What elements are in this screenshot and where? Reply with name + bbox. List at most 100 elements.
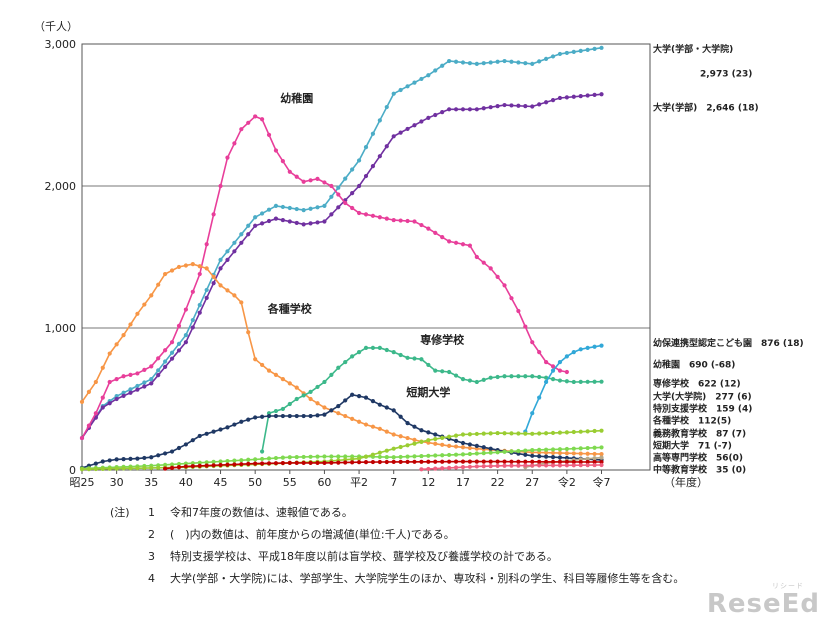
data-point (149, 465, 154, 470)
data-point (370, 164, 376, 169)
data-point (190, 325, 195, 330)
x-axis-label: （年度） (664, 475, 708, 489)
note-number: 2 (148, 528, 155, 541)
data-point (467, 432, 473, 437)
data-point (550, 450, 556, 455)
data-point (350, 460, 355, 465)
data-point (509, 374, 514, 379)
data-point (440, 63, 445, 68)
data-point (557, 378, 563, 383)
data-point (384, 459, 389, 465)
data-point (370, 399, 376, 404)
data-point (169, 356, 175, 361)
data-point (350, 457, 355, 462)
data-point (453, 59, 459, 64)
data-point (253, 415, 258, 420)
data-point (266, 413, 272, 419)
data-point (218, 462, 223, 468)
data-point (142, 465, 147, 471)
data-point (225, 462, 230, 467)
data-point (315, 401, 320, 406)
data-point (523, 459, 528, 464)
data-point (79, 435, 85, 441)
data-point (356, 394, 362, 399)
data-point (495, 463, 500, 469)
data-point (467, 378, 473, 383)
data-point (453, 240, 459, 245)
data-point (93, 466, 98, 472)
data-point (280, 413, 285, 419)
data-point (502, 431, 507, 436)
data-point (543, 379, 549, 385)
data-point (211, 463, 216, 468)
data-point (516, 463, 521, 468)
data-point (232, 141, 237, 146)
data-point (467, 464, 473, 469)
data-point (315, 460, 320, 465)
data-point (578, 429, 583, 434)
data-point (232, 422, 237, 427)
data-point (218, 283, 223, 288)
data-point (266, 207, 272, 212)
data-point (363, 345, 369, 350)
data-point (391, 432, 396, 437)
data-point (107, 351, 112, 356)
data-point (453, 107, 459, 112)
data-point (571, 429, 576, 435)
data-point (384, 405, 389, 410)
data-point (308, 396, 313, 402)
data-point (599, 455, 604, 460)
data-point (391, 350, 396, 355)
end-label: 特別支援学校 159 (4) (653, 403, 752, 415)
data-point (239, 240, 244, 245)
data-point (183, 340, 189, 345)
data-point (301, 208, 306, 213)
data-point (474, 464, 479, 469)
data-point (585, 451, 590, 456)
data-point (294, 385, 299, 390)
data-point (440, 435, 445, 441)
data-point (308, 206, 313, 211)
data-point (564, 95, 569, 100)
data-point (557, 359, 563, 365)
end-label: 各種学校 112(5) (652, 415, 731, 427)
data-point (523, 448, 528, 453)
data-point (253, 461, 258, 466)
data-point (433, 230, 438, 235)
data-point (433, 466, 438, 471)
data-point (239, 419, 244, 424)
data-point (578, 94, 583, 99)
data-point (225, 155, 230, 160)
data-point (405, 459, 410, 464)
data-point (280, 460, 285, 466)
data-point (322, 460, 327, 465)
data-point (315, 220, 320, 225)
data-point (460, 60, 466, 65)
data-point (585, 429, 590, 434)
data-point (550, 364, 556, 369)
series-短期大学 (79, 392, 604, 470)
data-point (197, 271, 202, 277)
data-point (218, 427, 223, 432)
data-point (495, 430, 500, 436)
data-point (308, 221, 313, 226)
data-point (363, 144, 369, 150)
data-point (550, 430, 556, 436)
data-point (405, 421, 410, 426)
data-point (329, 194, 334, 199)
data-point (343, 359, 348, 365)
x-tick-label: 50 (248, 476, 262, 489)
data-point (523, 463, 528, 468)
data-point (440, 442, 445, 447)
data-point (440, 466, 445, 471)
data-point (550, 54, 556, 59)
data-point (343, 398, 348, 403)
data-point (557, 51, 563, 57)
data-point (564, 369, 569, 375)
data-point (336, 192, 341, 197)
watermark-small-text: リシード (772, 582, 804, 590)
data-point (516, 374, 521, 379)
data-point (370, 452, 376, 457)
data-point (204, 266, 209, 271)
data-point (211, 459, 216, 465)
